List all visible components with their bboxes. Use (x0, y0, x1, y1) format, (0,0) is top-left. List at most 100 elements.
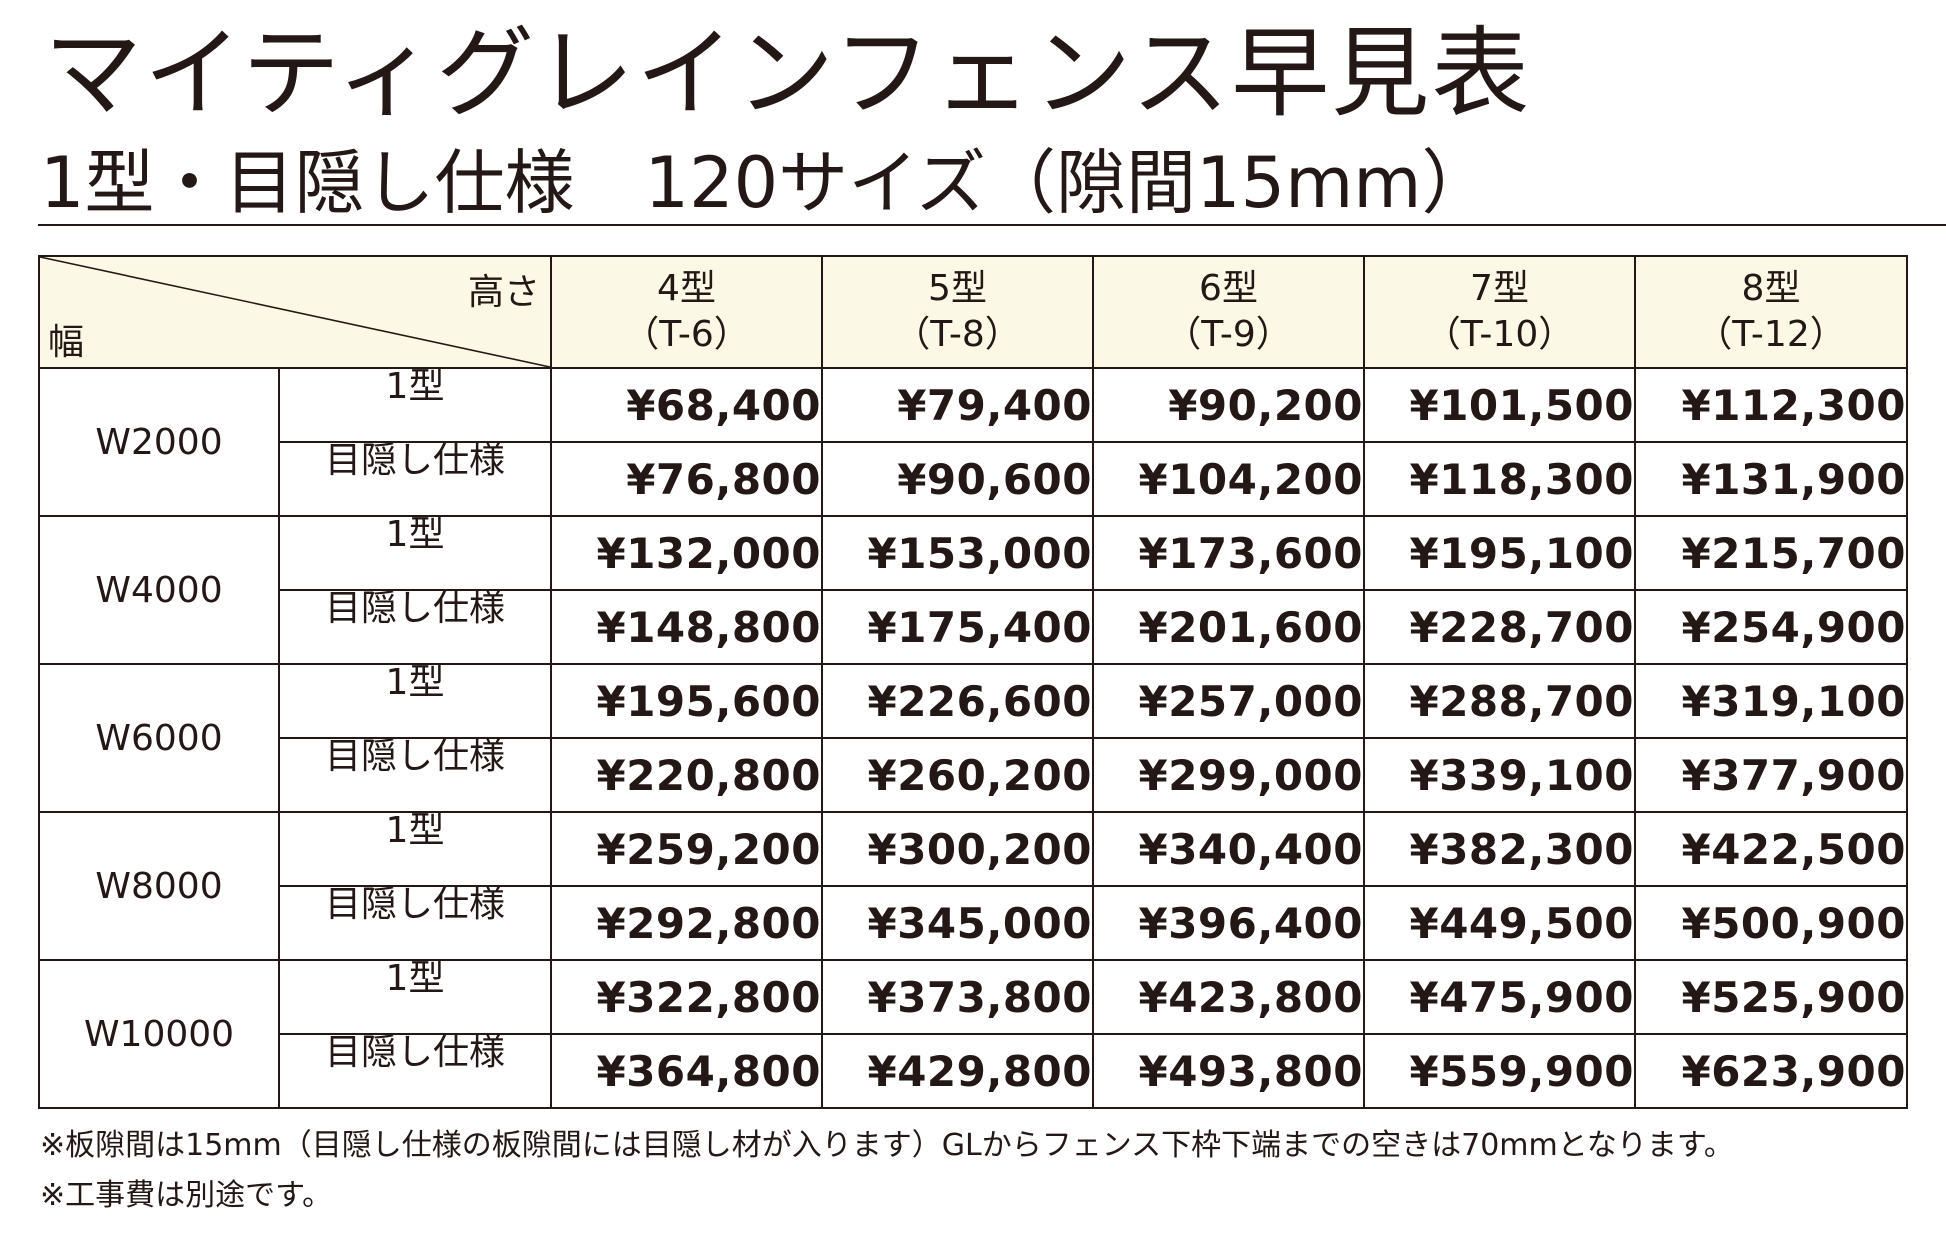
price-cell: ¥422,500 (1634, 811, 1908, 887)
column-type: 4型 (657, 268, 716, 309)
column-code: （T-8） (894, 314, 1021, 355)
variant-cell: 目隠し仕様 (278, 737, 552, 813)
column-code: （T-10） (1424, 314, 1575, 355)
price-cell: ¥132,000 (550, 515, 823, 591)
variant-cell: 1型 (278, 959, 552, 1035)
price-cell: ¥525,900 (1634, 959, 1908, 1035)
column-type: 5型 (928, 268, 987, 309)
price-cell: ¥339,100 (1363, 737, 1636, 813)
price-cell: ¥112,300 (1634, 367, 1908, 443)
price-cell: ¥79,400 (821, 367, 1094, 443)
corner-width-label: 幅 (48, 322, 85, 363)
footnote-construction: ※工事費は別途です。 (40, 1178, 333, 1213)
price-cell: ¥148,800 (550, 589, 823, 665)
table-row: W4000 1型 ¥132,000 ¥153,000 ¥173,600 ¥195… (38, 515, 1908, 665)
price-cell: ¥173,600 (1092, 515, 1365, 591)
price-cell: ¥254,900 (1634, 589, 1908, 665)
variant-cell: 1型 (278, 811, 552, 887)
column-type: 7型 (1470, 268, 1529, 309)
variant-cell: 1型 (278, 515, 552, 591)
width-cell: W6000 (38, 663, 280, 813)
table-row: W6000 1型 ¥195,600 ¥226,600 ¥257,000 ¥288… (38, 663, 1908, 813)
price-cell: ¥153,000 (821, 515, 1094, 591)
price-cell: ¥299,000 (1092, 737, 1365, 813)
column-header: 6型 （T-9） (1092, 255, 1365, 369)
corner-diagonal (40, 257, 550, 367)
price-cell: ¥623,900 (1634, 1033, 1908, 1109)
price-cell: ¥382,300 (1363, 811, 1636, 887)
column-type: 8型 (1741, 268, 1801, 309)
table-row: 目隠し仕様 ¥76,800 ¥90,600 ¥104,200 ¥118,300 … (39, 441, 1908, 517)
variant-cell: 目隠し仕様 (278, 1033, 552, 1109)
table-row: W2000 1型 ¥68,400 ¥79,400 ¥90,200 ¥101,50… (38, 367, 1908, 517)
price-cell: ¥175,400 (821, 589, 1094, 665)
table-row: 目隠し仕様 ¥148,800 ¥175,400 ¥201,600 ¥228,70… (39, 589, 1908, 665)
price-cell: ¥396,400 (1092, 885, 1365, 961)
table-row: W8000 1型 ¥259,200 ¥300,200 ¥340,400 ¥382… (38, 811, 1908, 961)
price-cell: ¥300,200 (821, 811, 1094, 887)
variant-cell: 目隠し仕様 (278, 885, 552, 961)
price-cell: ¥220,800 (550, 737, 823, 813)
price-cell: ¥90,600 (821, 441, 1094, 517)
price-cell: ¥322,800 (550, 959, 823, 1035)
footnote-gap: ※板隙間は15mm（目隠し仕様の板隙間には目隠し材が入ります）GLからフェンス下… (40, 1128, 1734, 1163)
price-cell: ¥195,100 (1363, 515, 1636, 591)
table-row: 目隠し仕様 ¥364,800 ¥429,800 ¥493,800 ¥559,90… (39, 1033, 1908, 1109)
width-cell: W2000 (38, 367, 280, 517)
price-cell: ¥500,900 (1634, 885, 1908, 961)
price-cell: ¥104,200 (1092, 441, 1365, 517)
variant-cell: 目隠し仕様 (278, 589, 552, 665)
price-cell: ¥493,800 (1092, 1033, 1365, 1109)
variant-cell: 1型 (278, 367, 552, 443)
title-divider (38, 224, 1946, 226)
price-cell: ¥288,700 (1363, 663, 1636, 739)
column-header: 7型 （T-10） (1363, 255, 1636, 369)
column-code: （T-12） (1696, 314, 1846, 355)
variant-cell: 1型 (278, 663, 552, 739)
corner-cell: 高さ 幅 (38, 255, 552, 369)
column-header: 8型 （T-12） (1634, 255, 1908, 369)
price-cell: ¥319,100 (1634, 663, 1908, 739)
price-cell: ¥292,800 (550, 885, 823, 961)
column-header: 4型 （T-6） (550, 255, 823, 369)
price-cell: ¥260,200 (821, 737, 1094, 813)
table-row: 目隠し仕様 ¥292,800 ¥345,000 ¥396,400 ¥449,50… (39, 885, 1908, 961)
column-code: （T-6） (623, 314, 750, 355)
price-cell: ¥429,800 (821, 1033, 1094, 1109)
page-title: マイティグレインフェンス早見表 (44, 17, 1532, 131)
table-row: 目隠し仕様 ¥220,800 ¥260,200 ¥299,000 ¥339,10… (39, 737, 1908, 813)
corner-height-label: 高さ (467, 272, 540, 313)
price-cell: ¥449,500 (1363, 885, 1636, 961)
price-cell: ¥259,200 (550, 811, 823, 887)
price-cell: ¥215,700 (1634, 515, 1908, 591)
price-cell: ¥257,000 (1092, 663, 1365, 739)
price-cell: ¥195,600 (550, 663, 823, 739)
width-cell: W10000 (38, 959, 280, 1109)
column-code: （T-9） (1165, 314, 1292, 355)
price-cell: ¥364,800 (550, 1033, 823, 1109)
header-row: 高さ 幅 4型 （T-6） 5型 （T-8） 6型 （T-9） 7型 （T-10） 8型… (38, 255, 1908, 369)
column-type: 6型 (1199, 268, 1258, 309)
price-cell: ¥118,300 (1363, 441, 1636, 517)
price-cell: ¥377,900 (1634, 737, 1908, 813)
price-cell: ¥228,700 (1363, 589, 1636, 665)
price-cell: ¥131,900 (1634, 441, 1908, 517)
price-table: 高さ 幅 4型 （T-6） 5型 （T-8） 6型 （T-9） 7型 （T-10） 8型… (38, 255, 1908, 1109)
variant-cell: 目隠し仕様 (278, 441, 552, 517)
width-cell: W4000 (38, 515, 280, 665)
page-subtitle: 1型・目隠し仕様 120サイズ（隙間15mm） (40, 142, 1492, 224)
table-row: W10000 1型 ¥322,800 ¥373,800 ¥423,800 ¥47… (38, 959, 1908, 1109)
price-cell: ¥90,200 (1092, 367, 1365, 443)
price-cell: ¥68,400 (550, 367, 823, 443)
price-cell: ¥373,800 (821, 959, 1094, 1035)
price-cell: ¥201,600 (1092, 589, 1365, 665)
price-cell: ¥76,800 (550, 441, 823, 517)
column-header: 5型 （T-8） (821, 255, 1094, 369)
width-cell: W8000 (38, 811, 280, 961)
price-cell: ¥475,900 (1363, 959, 1636, 1035)
price-cell: ¥101,500 (1363, 367, 1636, 443)
price-cell: ¥226,600 (821, 663, 1094, 739)
price-cell: ¥423,800 (1092, 959, 1365, 1035)
price-cell: ¥559,900 (1363, 1033, 1636, 1109)
price-cell: ¥340,400 (1092, 811, 1365, 887)
